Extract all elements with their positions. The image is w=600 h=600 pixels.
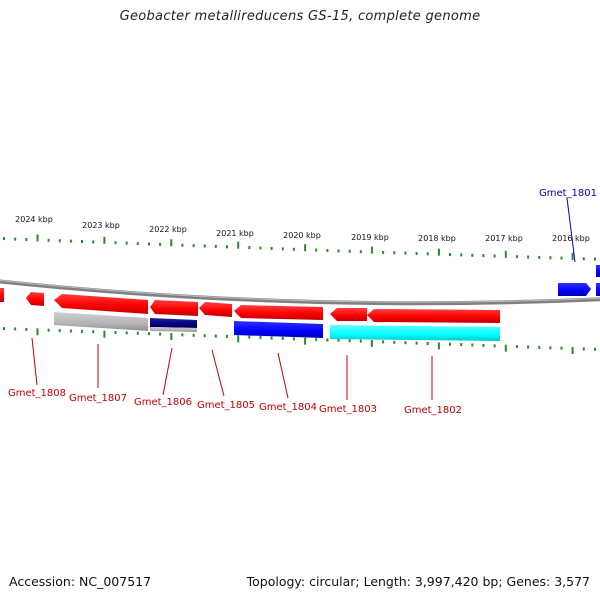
genome-title: Geobacter metallireducens GS-15, complet… xyxy=(119,9,481,24)
gene-label-gmet-1808[interactable]: Gmet_1808 xyxy=(8,388,66,399)
gene-arrow-gmet-1802[interactable] xyxy=(367,309,500,323)
feature-bar-navy[interactable] xyxy=(150,318,197,328)
ruler-label-2020: 2020 kbp xyxy=(283,231,321,240)
ruler-ticks-upper xyxy=(3,234,596,261)
ruler-label-2023: 2023 kbp xyxy=(82,221,120,230)
ruler-ticks-lower xyxy=(3,327,596,354)
leader-gmet-1808 xyxy=(31,337,38,386)
genome-backbone-highlight xyxy=(0,280,600,303)
label-leaders xyxy=(31,197,576,400)
ruler-label-2018: 2018 kbp xyxy=(418,234,456,243)
gene-label-gmet-1802[interactable]: Gmet_1802 xyxy=(404,405,462,416)
gene-label-gmet-1804[interactable]: Gmet_1804 xyxy=(259,402,317,413)
gene-label-gmet-1807[interactable]: Gmet_1807 xyxy=(69,393,127,404)
ruler-label-2022: 2022 kbp xyxy=(149,225,187,234)
ruler-label-2019: 2019 kbp xyxy=(351,233,389,242)
gene-arrow-gmet-1803[interactable] xyxy=(330,308,367,321)
accession-text: Accession: NC_007517 xyxy=(9,574,152,589)
gene-label-gmet-1803[interactable]: Gmet_1803 xyxy=(319,404,377,415)
ruler-label-2021: 2021 kbp xyxy=(216,229,254,238)
ruler-label-2016: 2016 kbp xyxy=(552,234,590,243)
feature-bar-gray[interactable] xyxy=(54,312,148,331)
ruler-labels: 2024 kbp 2023 kbp 2022 kbp 2021 kbp 2020… xyxy=(15,215,590,243)
gene-arrow-gmet-1801-part[interactable] xyxy=(596,265,600,277)
gene-arrow-gmet-1808[interactable] xyxy=(26,292,44,306)
gene-arrow-gmet-1805[interactable] xyxy=(199,302,232,317)
genome-backbone xyxy=(0,279,600,306)
feature-bar-cyan[interactable] xyxy=(330,325,500,341)
leader-gmet-1805 xyxy=(211,349,225,397)
gene-arrow-gmet-1801[interactable] xyxy=(558,283,591,296)
ruler-label-2024: 2024 kbp xyxy=(15,215,53,224)
gene-arrow-right-edge[interactable] xyxy=(596,283,600,296)
leader-gmet-1804 xyxy=(277,352,289,399)
gene-label-gmet-1805[interactable]: Gmet_1805 xyxy=(197,400,255,411)
gene-arrow-left-edge[interactable] xyxy=(0,288,4,302)
leader-gmet-1806 xyxy=(162,347,173,396)
ruler-label-2017: 2017 kbp xyxy=(485,234,523,243)
gene-arrow-gmet-1806[interactable] xyxy=(150,300,198,316)
genome-summary-text: Topology: circular; Length: 3,997,420 bp… xyxy=(246,574,590,589)
gene-arrow-gmet-1804[interactable] xyxy=(234,305,323,320)
gene-label-gmet-1806[interactable]: Gmet_1806 xyxy=(134,397,192,408)
gene-arrow-gmet-1807[interactable] xyxy=(54,294,148,314)
gene-label-gmet-1801[interactable]: Gmet_1801 xyxy=(539,188,597,199)
leader-gmet-1801 xyxy=(566,197,576,263)
feature-bar-gray-small[interactable] xyxy=(150,327,197,332)
feature-bar-blue[interactable] xyxy=(234,321,323,338)
